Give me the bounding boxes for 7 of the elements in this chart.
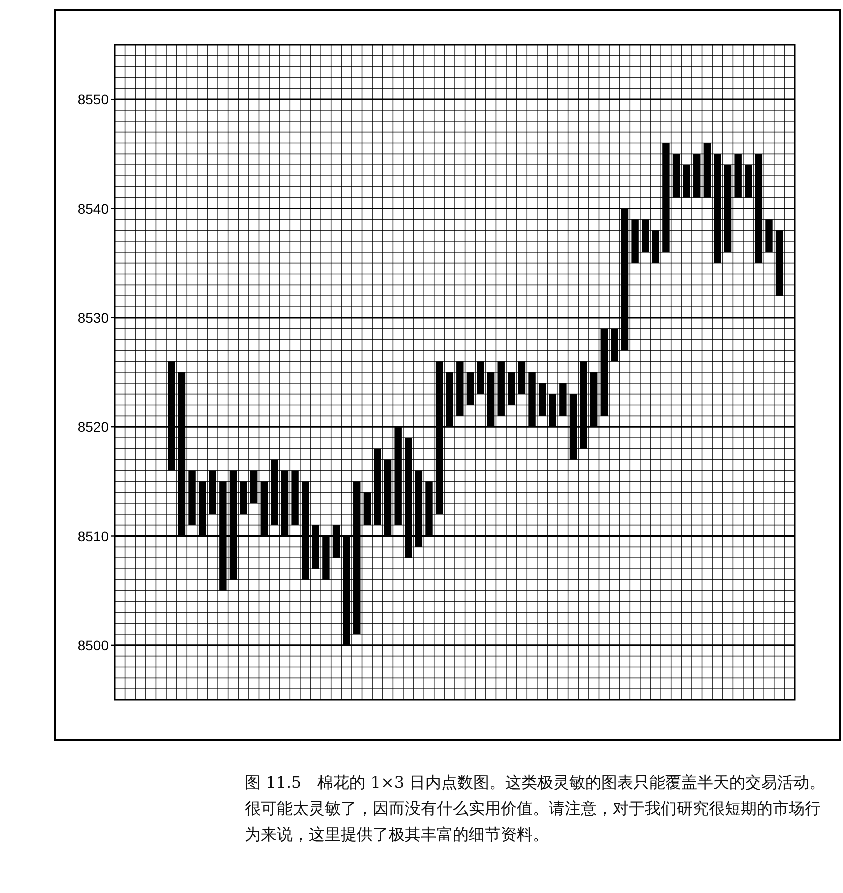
y-tick-label: 8550 [78,92,110,108]
y-tick-label: 8540 [78,200,110,217]
caption: 图 11.5 棉花的 1×3 日内点数图。这类极灵敏的图表只能覆盖半天的交易活动。很可能太灵敏了，因而没有什么实用价值。请注意，对于我们研究很短期的市场行为来说，这里提供了极其丰富的细节资料。 [245,772,827,846]
y-tick-label: 8500 [78,637,110,654]
y-tick-label: 8530 [78,310,110,326]
y-tick-label: 8510 [78,528,110,544]
y-tick-label: 8520 [78,419,110,436]
